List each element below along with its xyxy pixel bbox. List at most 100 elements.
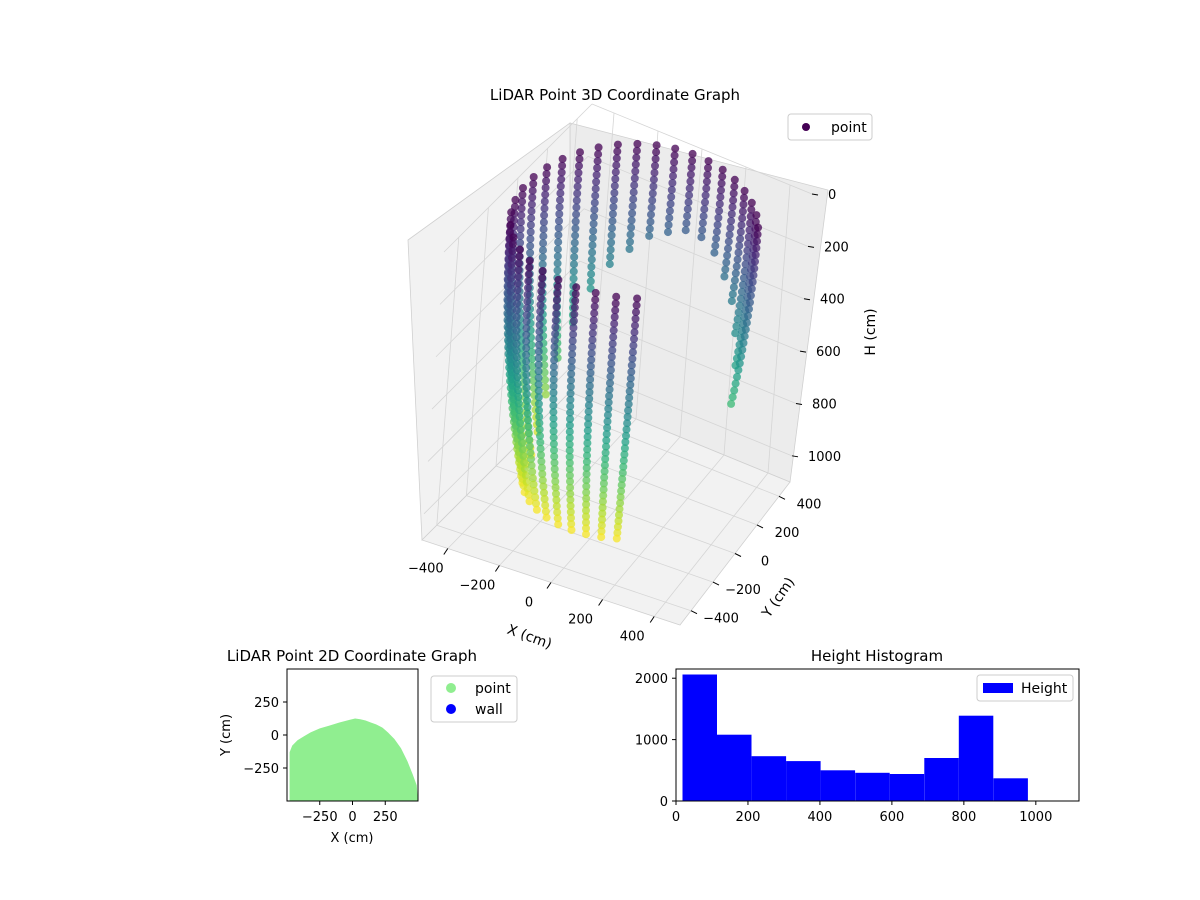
chart-3d-ticks: −400−2000200400−400−20002004000200400600… bbox=[408, 188, 849, 645]
histogram-bar bbox=[820, 770, 856, 801]
chart-3d-point bbox=[550, 452, 559, 461]
chart-3d-point bbox=[610, 181, 619, 190]
chart-3d-point bbox=[607, 359, 616, 368]
chart-2d-legend-marker-wall bbox=[446, 704, 456, 714]
histogram-xtick-label: 1000 bbox=[1019, 810, 1052, 825]
chart-3d-point bbox=[509, 233, 518, 242]
chart-3d-point bbox=[729, 196, 738, 205]
chart-3d-point bbox=[507, 267, 516, 276]
chart-3d-point bbox=[753, 237, 761, 246]
chart-3d-point bbox=[540, 368, 549, 377]
chart-3d-point bbox=[651, 161, 659, 170]
chart-3d-ytick-label: 0 bbox=[761, 555, 769, 570]
chart-3d-point bbox=[537, 463, 546, 472]
chart-3d-point bbox=[567, 356, 576, 365]
chart-3d-point bbox=[715, 200, 724, 208]
chart-3d-point bbox=[627, 361, 636, 370]
histogram-legend-box bbox=[976, 674, 1074, 702]
chart-3d-point bbox=[632, 146, 641, 155]
chart-3d-point bbox=[681, 226, 690, 235]
histogram-axes-frame bbox=[675, 668, 1080, 802]
chart-3d-point bbox=[565, 434, 574, 442]
chart-3d-point bbox=[527, 207, 536, 216]
chart-3d-point bbox=[688, 156, 697, 165]
chart-3d-point bbox=[538, 476, 547, 485]
chart-3d-point bbox=[532, 505, 541, 514]
chart-3d-point bbox=[549, 439, 558, 448]
chart-3d-point bbox=[507, 274, 515, 283]
chart-3d-point bbox=[739, 200, 748, 209]
chart-3d-point bbox=[590, 212, 598, 221]
histogram-bar bbox=[751, 756, 787, 801]
chart-3d-point bbox=[647, 203, 656, 212]
chart-3d-point bbox=[619, 462, 628, 471]
chart-3d-point bbox=[538, 253, 547, 262]
chart-3d-point bbox=[554, 275, 563, 284]
chart-3d-ylabel: Y (cm) bbox=[759, 575, 799, 622]
chart-3d-point bbox=[516, 238, 525, 247]
chart-3d-point bbox=[524, 422, 533, 431]
chart-3d-point bbox=[506, 294, 515, 303]
chart-3d-point bbox=[552, 296, 561, 305]
chart-3d-point bbox=[586, 362, 595, 371]
chart-3d-point bbox=[506, 334, 515, 343]
chart-3d-point bbox=[730, 276, 739, 285]
chart-2d-title: LiDAR Point 2D Coordinate Graph bbox=[227, 647, 477, 665]
chart-3d-point bbox=[587, 355, 596, 364]
chart-3d-point bbox=[536, 294, 545, 303]
chart-3d-ztick bbox=[799, 350, 807, 353]
histogram-bars bbox=[682, 674, 1028, 801]
chart-3d-point bbox=[567, 526, 576, 534]
chart-3d-point bbox=[686, 177, 695, 186]
chart-3d-point bbox=[532, 499, 540, 508]
chart-3d-point bbox=[683, 205, 692, 214]
chart-3d-point bbox=[608, 339, 617, 348]
chart-3d-point bbox=[633, 139, 642, 148]
chart-3d-point bbox=[606, 252, 615, 261]
chart-2d-legend-marker-point bbox=[446, 683, 456, 693]
chart-3d-point bbox=[739, 274, 748, 282]
chart-3d-point bbox=[688, 149, 697, 158]
chart-2d: LiDAR Point 2D Coordinate Graph −250 0 250… bbox=[219, 647, 518, 846]
chart-3d-point bbox=[569, 317, 578, 325]
chart-3d-point bbox=[664, 228, 672, 237]
chart-3d-point bbox=[582, 530, 590, 539]
chart-3d-point bbox=[583, 426, 592, 435]
chart-3d-point bbox=[670, 151, 679, 160]
chart-3d-point bbox=[597, 527, 606, 536]
chart-3d-gridline-z bbox=[579, 260, 801, 352]
chart-2d-xtick-label: 250 bbox=[373, 810, 398, 825]
chart-3d-gridline-y bbox=[466, 207, 489, 496]
chart-3d-point bbox=[552, 303, 561, 311]
chart-3d-point bbox=[602, 442, 610, 451]
chart-3d-point bbox=[571, 217, 580, 226]
chart-3d-point bbox=[718, 172, 727, 181]
chart-3d-point bbox=[571, 290, 580, 299]
chart-3d-point bbox=[582, 512, 590, 521]
chart-3d-point bbox=[551, 477, 560, 486]
chart-3d-point bbox=[585, 394, 594, 403]
chart-3d-xtick bbox=[649, 616, 655, 623]
chart-3d-point bbox=[588, 342, 596, 351]
chart-3d-point bbox=[513, 299, 521, 308]
chart-3d-point bbox=[609, 326, 618, 335]
chart-3d-point bbox=[524, 277, 533, 286]
chart-3d-point bbox=[666, 199, 675, 208]
chart-3d-point bbox=[751, 257, 759, 266]
chart-3d-point bbox=[614, 517, 623, 525]
chart-3d-point bbox=[515, 412, 524, 421]
chart-3d-point bbox=[608, 217, 617, 226]
chart-3d-point bbox=[553, 289, 562, 298]
chart-3d-point bbox=[535, 412, 544, 421]
chart-3d-point bbox=[524, 490, 533, 499]
chart-3d-point bbox=[536, 300, 545, 309]
chart-3d-point bbox=[625, 245, 634, 253]
chart-3d-point bbox=[599, 491, 608, 500]
chart-3d-point bbox=[537, 280, 546, 289]
chart-2d-legend-label-wall: wall bbox=[475, 702, 503, 718]
histogram-bar bbox=[717, 734, 752, 801]
chart-3d-point bbox=[617, 487, 626, 496]
chart-3d-point bbox=[526, 241, 535, 250]
chart-3d-point bbox=[517, 211, 526, 220]
chart-3d-point bbox=[728, 203, 737, 212]
